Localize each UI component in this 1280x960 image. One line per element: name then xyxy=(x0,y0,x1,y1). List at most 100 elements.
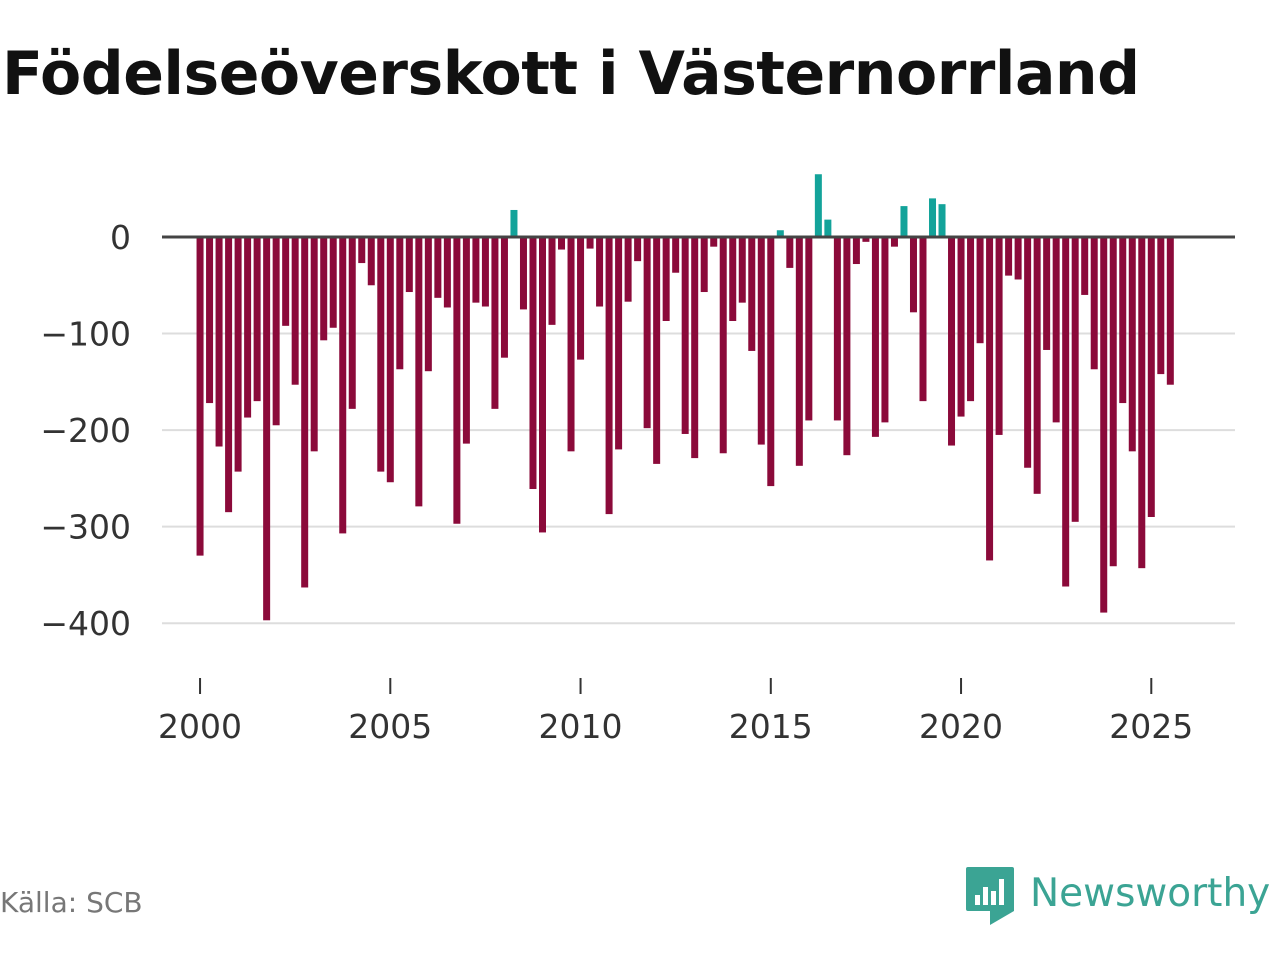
bar xyxy=(282,237,290,326)
bar xyxy=(253,237,261,402)
bar xyxy=(1119,237,1127,404)
bar xyxy=(320,237,328,341)
bar xyxy=(653,237,661,464)
bars xyxy=(196,174,1174,621)
bar xyxy=(539,237,546,533)
bar xyxy=(1147,237,1155,517)
x-tick-label: 2025 xyxy=(1109,707,1193,746)
x-tick-label: 2000 xyxy=(158,707,242,746)
source-note: Källa: SCB xyxy=(0,886,143,919)
bar xyxy=(329,237,337,328)
bar xyxy=(1109,237,1117,567)
bar-chart: 0−100−200−300−400 2000 2005 2010 2015 2020 20… xyxy=(40,174,1235,746)
bar xyxy=(719,237,727,454)
bar xyxy=(871,237,879,437)
bar xyxy=(558,237,566,250)
bar xyxy=(1052,237,1060,423)
newsworthy-logo-icon xyxy=(966,867,1014,925)
bar xyxy=(881,237,889,423)
bar xyxy=(757,237,765,445)
bar xyxy=(291,237,299,385)
bar xyxy=(710,237,718,247)
y-tick-label: −300 xyxy=(40,508,131,547)
bar xyxy=(862,237,870,242)
bar xyxy=(852,237,860,265)
bar xyxy=(434,237,442,298)
bar xyxy=(310,237,318,452)
bar xyxy=(244,237,252,418)
bar xyxy=(443,237,451,308)
bar xyxy=(814,174,822,237)
bar xyxy=(405,237,413,293)
bar xyxy=(263,237,271,621)
bar xyxy=(1033,237,1041,494)
bar xyxy=(634,237,642,262)
bar xyxy=(548,237,556,325)
bar xyxy=(234,237,242,472)
bar xyxy=(605,237,613,515)
bar xyxy=(967,237,975,402)
bar xyxy=(586,237,594,249)
bar xyxy=(358,237,366,264)
bar xyxy=(1005,237,1013,276)
bar xyxy=(1024,237,1032,468)
x-tick-label: 2010 xyxy=(539,707,623,746)
bar xyxy=(672,237,680,273)
bar xyxy=(1081,237,1089,295)
bar xyxy=(396,237,404,370)
y-tick-label: −400 xyxy=(40,604,131,643)
newsworthy-logo[interactable]: Newsworthy xyxy=(964,864,1270,928)
bar xyxy=(1062,237,1070,587)
bar xyxy=(348,237,356,409)
bar xyxy=(577,237,585,360)
bar xyxy=(795,237,803,466)
bar xyxy=(624,237,632,302)
bar xyxy=(909,237,917,313)
bar xyxy=(367,237,375,286)
bar xyxy=(386,237,394,483)
bar xyxy=(1128,237,1136,452)
bar xyxy=(957,237,965,417)
bar xyxy=(225,237,233,513)
bar xyxy=(729,237,737,321)
bar xyxy=(948,237,956,446)
bar xyxy=(748,237,756,351)
bar xyxy=(767,237,775,487)
bar xyxy=(691,237,699,459)
bar xyxy=(424,237,432,372)
bar xyxy=(206,237,214,404)
bar xyxy=(415,237,423,507)
bar xyxy=(377,237,385,472)
bar xyxy=(196,237,204,556)
bar xyxy=(519,237,527,310)
bar xyxy=(786,237,794,268)
bar xyxy=(900,206,908,237)
bar xyxy=(681,237,689,434)
bar xyxy=(615,237,623,450)
bar xyxy=(890,237,898,247)
x-tick-label: 2005 xyxy=(348,707,432,746)
bar xyxy=(453,237,461,524)
bar xyxy=(1090,237,1098,370)
bar xyxy=(919,237,927,402)
bar xyxy=(215,237,223,447)
bar xyxy=(472,237,480,303)
bar xyxy=(929,198,937,237)
bar xyxy=(995,237,1003,435)
bar xyxy=(529,237,537,489)
bar xyxy=(662,237,670,321)
bar xyxy=(1157,237,1165,375)
bar xyxy=(510,209,518,237)
bar xyxy=(843,237,851,456)
bar xyxy=(738,237,746,303)
bar xyxy=(1014,237,1022,280)
y-axis-tick-labels: 0 −100 −200 −300 −400 xyxy=(40,218,131,643)
bar xyxy=(824,219,832,237)
bar xyxy=(1043,237,1051,350)
y-tick-label: −200 xyxy=(40,411,131,450)
x-axis: 2000 2005 2010 2015 2020 2025 xyxy=(158,678,1193,746)
bar xyxy=(833,237,841,421)
x-tick-label: 2020 xyxy=(919,707,1003,746)
bar xyxy=(1071,237,1079,522)
y-tick-label: −100 xyxy=(40,315,131,354)
